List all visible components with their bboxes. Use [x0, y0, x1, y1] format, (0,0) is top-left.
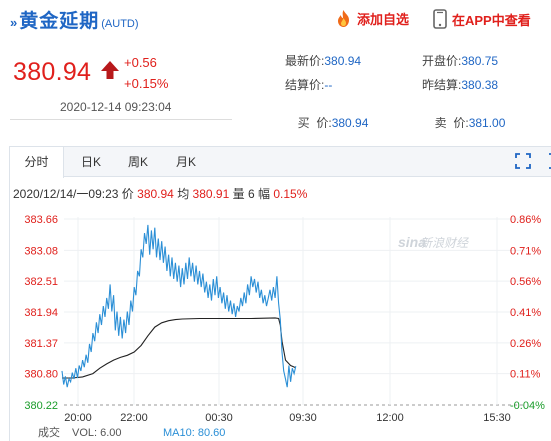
latest-price-field: 最新价:380.94 [285, 54, 362, 68]
percent-tick-label: 0.71% [510, 245, 541, 257]
price-summary: 380.94 +0.56 +0.15% 2020-12-14 09:23:04 [10, 48, 232, 120]
phone-icon [433, 9, 447, 29]
view-in-app-button[interactable]: 在APP中查看 [433, 9, 531, 29]
x-tick-label: 20:00 [64, 412, 92, 424]
tab-daily-k[interactable]: 日K [80, 155, 101, 169]
add-favorite-button[interactable]: 添加自选 [335, 9, 409, 28]
sell-price-field: 卖 价:381.00 [434, 116, 506, 130]
y-tick-label: 383.08 [24, 245, 58, 257]
percent-tick-label: 0.26% [510, 338, 541, 350]
instrument-name: 黄金延期 [19, 11, 100, 32]
flame-icon [338, 10, 349, 27]
y-tick-label: 380.80 [24, 369, 58, 381]
price-change-percent: +0.15% [124, 76, 169, 91]
x-tick-label: 00:30 [205, 412, 233, 424]
chart-tabs: 分时 日K 周K 月K [10, 147, 551, 178]
percent-tick-label: 0.56% [510, 276, 541, 288]
hover-info-line: 2020/12/14/一09:23 价 380.94 均 380.91 量 6 … [13, 187, 308, 201]
open-price-field: 开盘价:380.75 [422, 54, 499, 68]
info-datetime: 2020/12/14/一09:23 [13, 187, 119, 201]
tab-intraday[interactable]: 分时 [10, 147, 64, 178]
x-tick-label: 09:30 [289, 412, 317, 424]
settle-price-value: -- [324, 78, 333, 92]
add-favorite-label: 添加自选 [357, 12, 410, 27]
latest-price-value: 380.94 [324, 54, 362, 68]
percent-tick-label: 0.11% [510, 369, 541, 381]
last-price: 380.94 [13, 58, 92, 86]
ma10-label: MA10: 80.60 [163, 427, 225, 439]
y-tick-label: 381.37 [24, 338, 58, 350]
percent-tick-label: 0.86% [510, 214, 541, 226]
chart-panel: 分时 日K 周K 月K [9, 146, 551, 441]
x-tick-label: 22:00 [120, 412, 148, 424]
y-tick-label: 380.22 [24, 400, 58, 412]
y-tick-label: 381.94 [24, 307, 58, 319]
arrow-up-icon [101, 61, 119, 79]
tab-weekly-k[interactable]: 周K [127, 155, 148, 169]
buy-price-value: 380.94 [331, 116, 369, 130]
quote-timestamp: 2020-12-14 09:23:04 [60, 100, 172, 114]
view-in-app-label: 在APP中查看 [452, 12, 531, 28]
settings-icon[interactable] [548, 153, 551, 169]
volume-panel-cut-label: 成交 [38, 425, 60, 439]
info-amplitude: 0.15% [273, 187, 308, 201]
prev-settle-field: 昨结算:380.38 [422, 78, 499, 92]
x-tick-label: 12:00 [376, 412, 404, 424]
sell-price-value: 381.00 [468, 116, 506, 130]
info-volume: 6 [247, 187, 255, 201]
tab-monthly-k[interactable]: 月K [175, 155, 196, 169]
instrument-code: (AUTD) [101, 18, 139, 30]
watermark-logo-icon: sina [398, 234, 426, 250]
info-average: 380.91 [192, 187, 230, 201]
open-price-value: 380.75 [461, 54, 499, 68]
y-tick-label: 382.51 [24, 276, 58, 288]
y-tick-label: 383.66 [24, 214, 58, 226]
settle-price-field: 结算价:-- [285, 78, 333, 92]
price-change: +0.56 [124, 55, 157, 70]
average-price-line [62, 317, 297, 379]
percent-tick-label: 0.41% [510, 307, 541, 319]
buy-price-field: 买 价:380.94 [297, 116, 369, 130]
info-price: 380.94 [137, 187, 174, 201]
watermark-text: 新浪财经 [420, 236, 470, 250]
fullscreen-icon[interactable] [515, 153, 531, 169]
price-line [61, 224, 297, 388]
percent-tick-label: -0.04% [510, 400, 545, 412]
prev-settle-value: 380.38 [461, 78, 499, 92]
volume-label: VOL: 6.00 [72, 427, 122, 439]
chevron-icon: » [10, 15, 18, 30]
instrument-title: » 黄金延期 (AUTD) [10, 6, 139, 32]
x-tick-label: 15:30 [483, 412, 511, 424]
